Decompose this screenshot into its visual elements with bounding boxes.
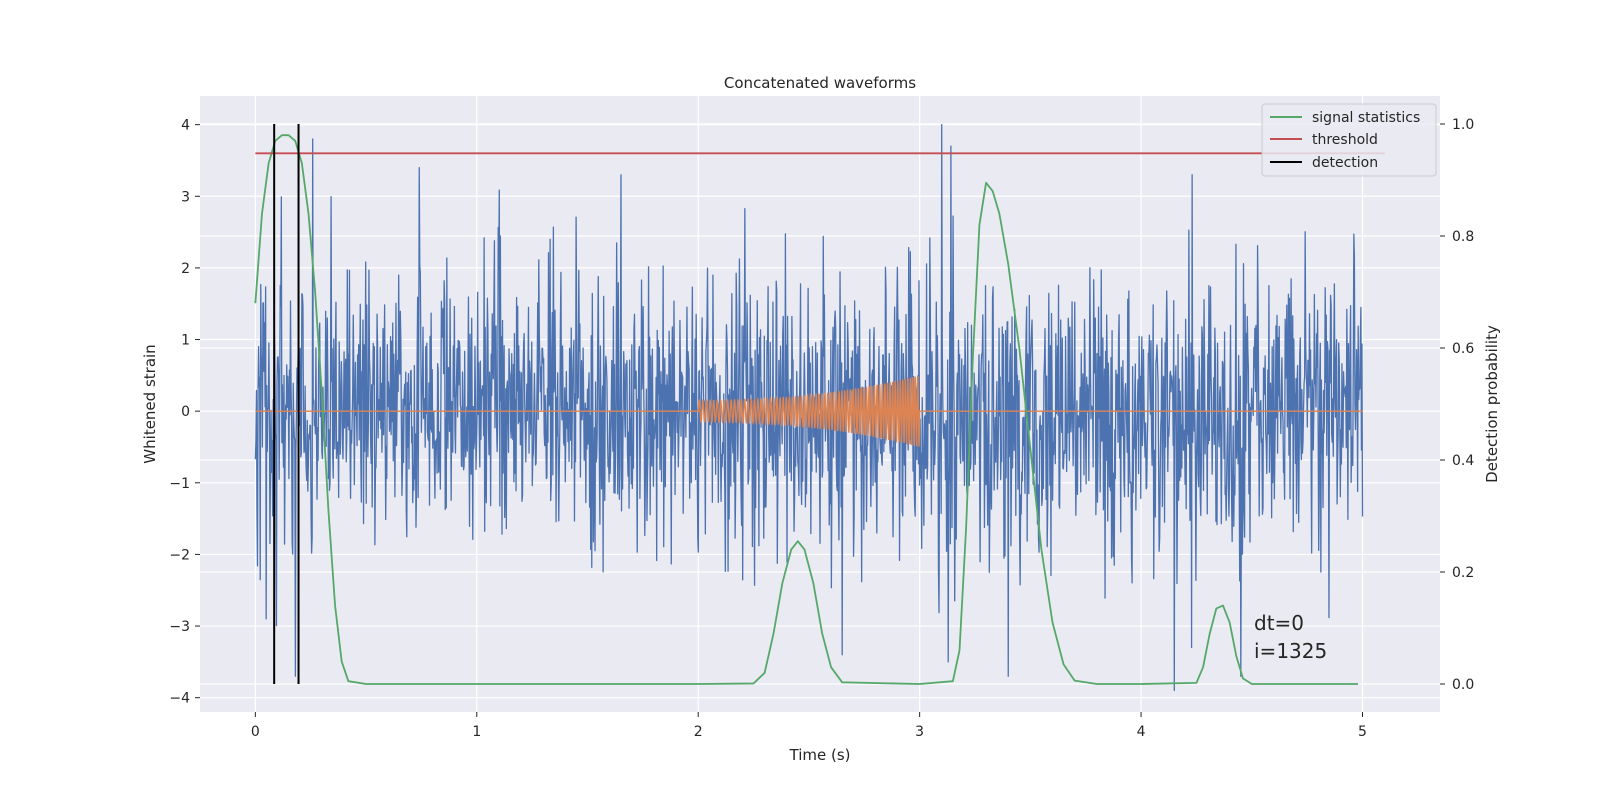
- noise-line: [254, 124, 1364, 692]
- y-tick-label: 3: [181, 189, 190, 205]
- y2-tick-label: 1.0: [1452, 117, 1474, 133]
- x-tick-label: 0: [251, 724, 260, 740]
- y-tick-label: −3: [169, 619, 190, 635]
- legend-label-signal-statistics: signal statistics: [1312, 110, 1420, 126]
- x-tick-label: 5: [1358, 724, 1367, 740]
- y-tick-label: 2: [181, 261, 190, 277]
- y2-tick-label: 0.4: [1452, 453, 1474, 469]
- y-axis-title: Whitened strain: [141, 344, 159, 463]
- annotation-i: i=1325: [1254, 639, 1327, 663]
- ticks-layer: 0 1 2 3 4 5 −4 −3 −2 −1 0 1 2 3 4 0.0 0.2 0.4 0.6 0.8 1.0: [169, 117, 1474, 740]
- y-tick-label: −4: [169, 691, 190, 707]
- chirp-line: [255, 376, 1363, 447]
- y2-tick-label: 0.6: [1452, 341, 1474, 357]
- legend-box: [1261, 103, 1437, 177]
- y-tick-label: −2: [169, 547, 190, 563]
- x-tick-label: 3: [915, 724, 924, 740]
- series-layer: [254, 134, 1385, 685]
- y2-tick-label: 0.0: [1452, 677, 1474, 693]
- y-tick-label: 4: [181, 118, 190, 134]
- x-tick-label: 2: [694, 724, 703, 740]
- chirp-series: [255, 376, 1363, 447]
- chart-title: Concatenated waveforms: [724, 74, 916, 92]
- detections-layer: [273, 124, 300, 684]
- y2-tick-label: 0.8: [1452, 229, 1474, 245]
- x-tick-label: 4: [1137, 724, 1146, 740]
- y-tick-label: 1: [181, 333, 190, 349]
- y-tick-label: −1: [169, 476, 190, 492]
- legend-label-detection: detection: [1312, 155, 1378, 171]
- x-tick-label: 1: [472, 724, 481, 740]
- y2-axis-title: Detection probability: [1483, 325, 1501, 483]
- series-signal-statistics-line: [254, 134, 1359, 685]
- annotation-dt: dt=0: [1254, 611, 1304, 635]
- legend-label-threshold: threshold: [1312, 132, 1378, 148]
- y-tick-label: 0: [181, 404, 190, 420]
- annotation: dt=0 i=1325: [1254, 611, 1327, 663]
- legend: signal statistics threshold detection: [1261, 103, 1437, 177]
- y2-tick-label: 0.2: [1452, 565, 1474, 581]
- x-axis-title: Time (s): [789, 746, 851, 764]
- noise-series: [254, 124, 1364, 692]
